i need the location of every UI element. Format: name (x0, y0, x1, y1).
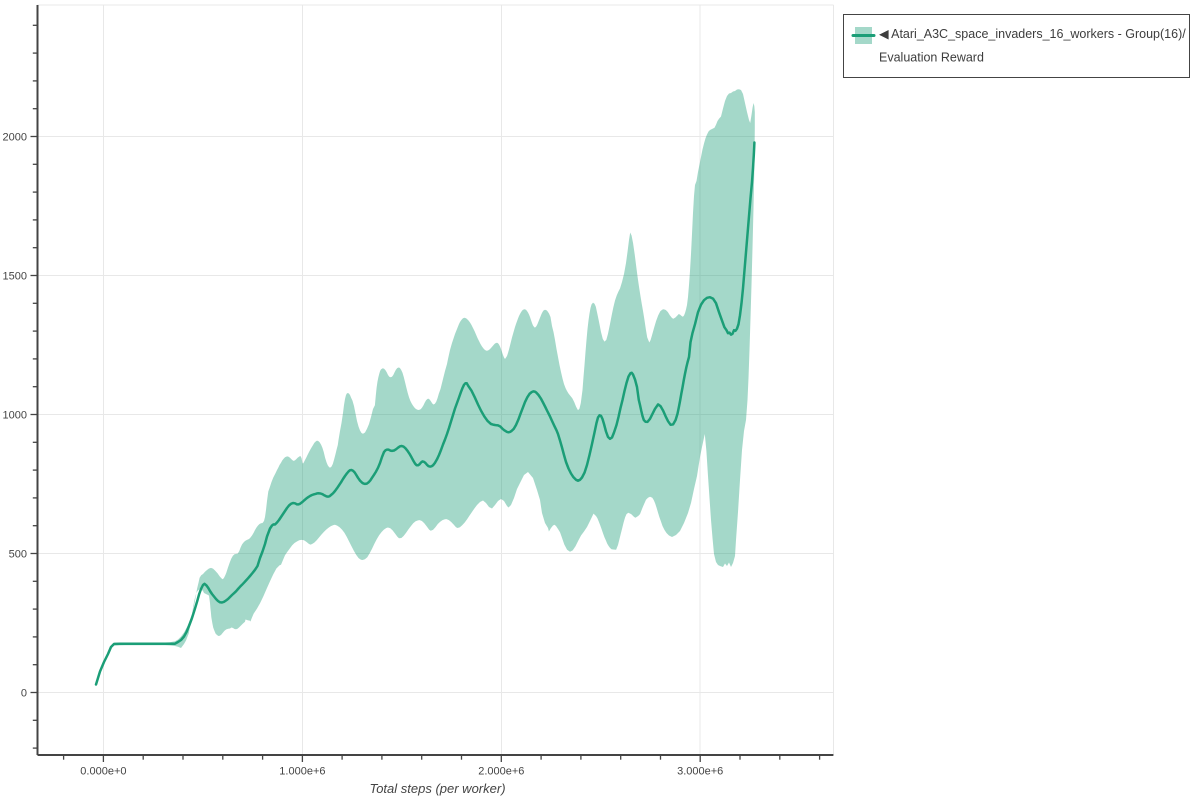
svg-text:3.000e+6: 3.000e+6 (677, 766, 723, 778)
svg-text:1000: 1000 (3, 409, 27, 421)
svg-text:500: 500 (9, 548, 27, 560)
svg-text:Evaluation Reward: Evaluation Reward (879, 50, 984, 64)
svg-text:0.000e+0: 0.000e+0 (80, 766, 126, 778)
svg-text:2000: 2000 (3, 131, 27, 143)
svg-text:0: 0 (21, 687, 27, 699)
svg-text:2.000e+6: 2.000e+6 (478, 766, 524, 778)
svg-text:1.000e+6: 1.000e+6 (279, 766, 325, 778)
svg-text:◀ Atari_A3C_space_invaders_16_: ◀ Atari_A3C_space_invaders_16_workers - … (879, 27, 1186, 41)
svg-text:1500: 1500 (3, 270, 27, 282)
svg-text:Total steps (per worker): Total steps (per worker) (369, 781, 505, 796)
